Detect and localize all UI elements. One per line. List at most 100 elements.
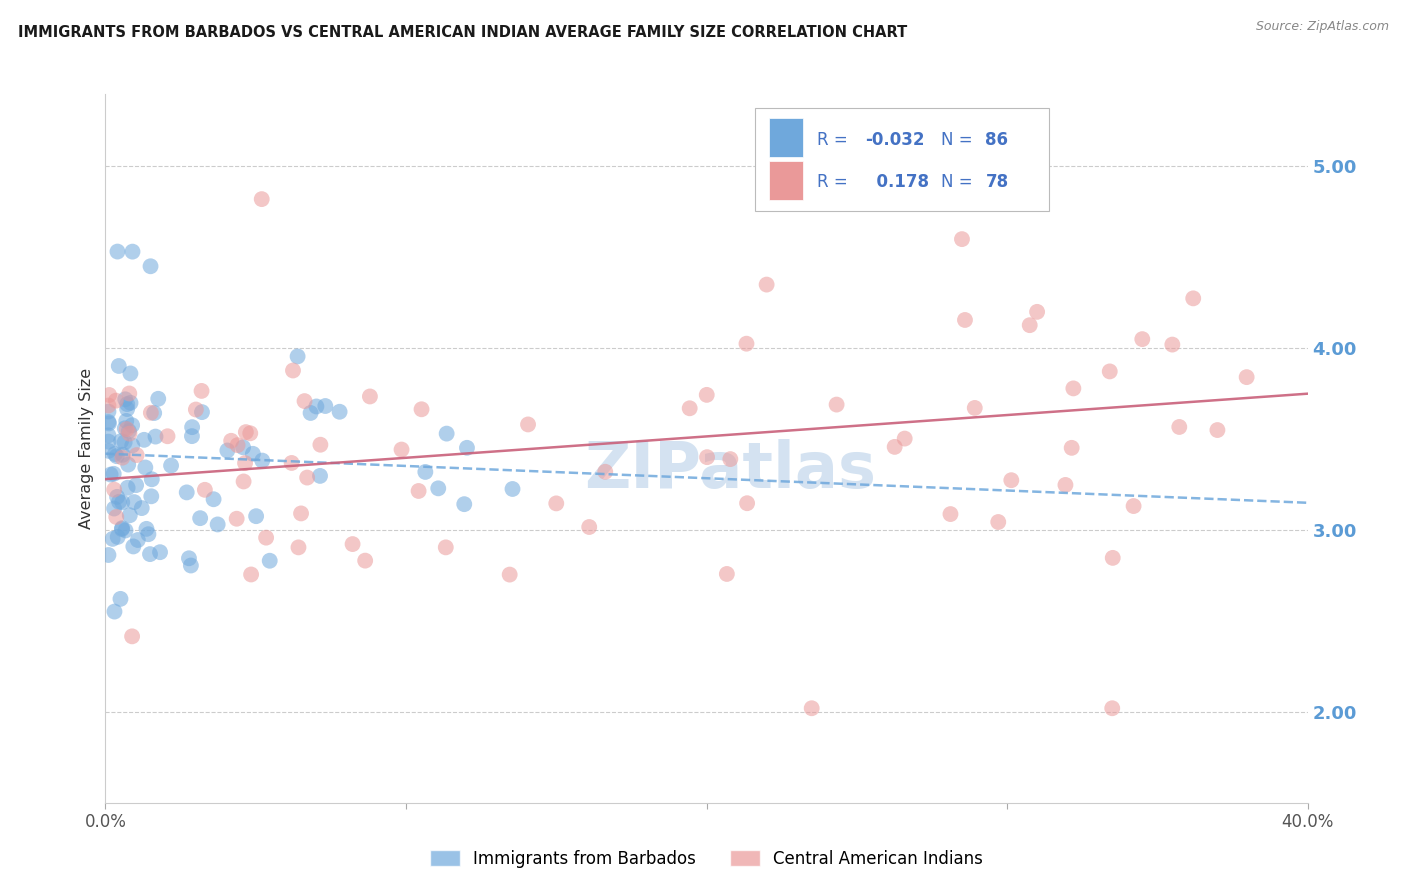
Point (735, 336, 758, 351)
Point (118, 424, 141, 438)
Point (118, 426, 141, 441)
Point (1122, 499, 1144, 513)
Y-axis label: Average Family Size: Average Family Size (79, 368, 94, 529)
Point (98, 388, 121, 402)
Point (1168, 420, 1191, 434)
Point (359, 389, 381, 403)
Point (800, 701, 823, 715)
Point (177, 551, 200, 566)
Point (121, 418, 143, 433)
Text: 0.178: 0.178 (865, 173, 929, 191)
Point (107, 359, 129, 373)
Text: 78: 78 (986, 173, 1008, 191)
Point (1236, 370, 1258, 384)
Point (115, 397, 138, 411)
Point (103, 501, 125, 516)
Point (135, 522, 157, 536)
Text: R =: R = (817, 173, 853, 191)
Point (202, 492, 225, 507)
Point (1060, 441, 1083, 455)
Point (329, 405, 352, 419)
Point (755, 277, 778, 292)
Text: N =: N = (941, 173, 977, 191)
Point (97, 417, 120, 431)
Point (101, 532, 124, 546)
Legend: Immigrants from Barbados, Central American Indians: Immigrants from Barbados, Central Americ… (422, 841, 991, 876)
Point (1161, 337, 1184, 351)
Point (593, 465, 616, 479)
Point (139, 406, 162, 420)
Point (232, 440, 254, 454)
Point (149, 545, 172, 559)
Text: -0.032: -0.032 (865, 131, 925, 149)
Point (546, 496, 568, 510)
Point (408, 483, 430, 498)
Point (987, 515, 1010, 529)
Point (456, 441, 478, 455)
Point (103, 483, 125, 497)
Point (125, 478, 148, 492)
Point (104, 393, 127, 408)
Point (138, 527, 160, 541)
Point (1101, 701, 1123, 715)
Point (232, 475, 254, 489)
Point (160, 458, 183, 473)
Point (502, 482, 524, 496)
Point (825, 398, 848, 412)
Point (436, 426, 458, 441)
Point (141, 489, 163, 503)
Point (127, 533, 149, 547)
Point (188, 511, 211, 525)
Point (233, 456, 256, 470)
Point (287, 541, 309, 555)
Point (181, 420, 204, 434)
Point (294, 394, 316, 409)
Point (97, 404, 120, 418)
Point (104, 447, 127, 461)
Point (1018, 318, 1040, 333)
Point (134, 460, 156, 475)
Point (121, 244, 143, 259)
Point (114, 421, 136, 435)
Point (939, 507, 962, 521)
Point (118, 386, 141, 401)
Point (415, 465, 437, 479)
Point (735, 496, 758, 510)
Point (696, 388, 718, 402)
Point (190, 384, 212, 398)
Point (295, 470, 318, 484)
Point (176, 485, 198, 500)
Point (139, 547, 162, 561)
Point (252, 453, 274, 467)
Point (1182, 291, 1205, 305)
Point (156, 429, 179, 443)
Point (103, 605, 125, 619)
Point (180, 558, 202, 573)
Point (148, 392, 170, 406)
Point (245, 509, 267, 524)
Bar (769, 119, 803, 158)
Point (391, 442, 413, 457)
Point (578, 520, 600, 534)
Point (950, 232, 973, 246)
Point (111, 521, 134, 535)
Point (115, 422, 138, 436)
Point (132, 433, 155, 447)
Point (679, 401, 702, 416)
Point (1130, 332, 1153, 346)
Point (281, 363, 304, 377)
Text: N =: N = (941, 131, 977, 149)
Point (121, 438, 143, 452)
Point (718, 452, 741, 467)
Point (97, 434, 120, 449)
Point (242, 447, 264, 461)
Text: 86: 86 (986, 131, 1008, 149)
Point (139, 259, 162, 273)
Point (1098, 364, 1121, 378)
Point (280, 456, 302, 470)
Text: ZIPatlas: ZIPatlas (585, 439, 876, 500)
Point (1062, 381, 1084, 395)
Point (696, 450, 718, 465)
Point (254, 531, 277, 545)
Point (141, 472, 163, 486)
